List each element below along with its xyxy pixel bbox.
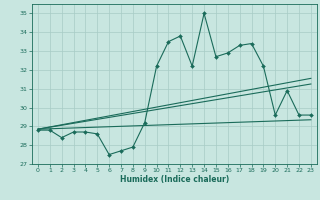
X-axis label: Humidex (Indice chaleur): Humidex (Indice chaleur) — [120, 175, 229, 184]
